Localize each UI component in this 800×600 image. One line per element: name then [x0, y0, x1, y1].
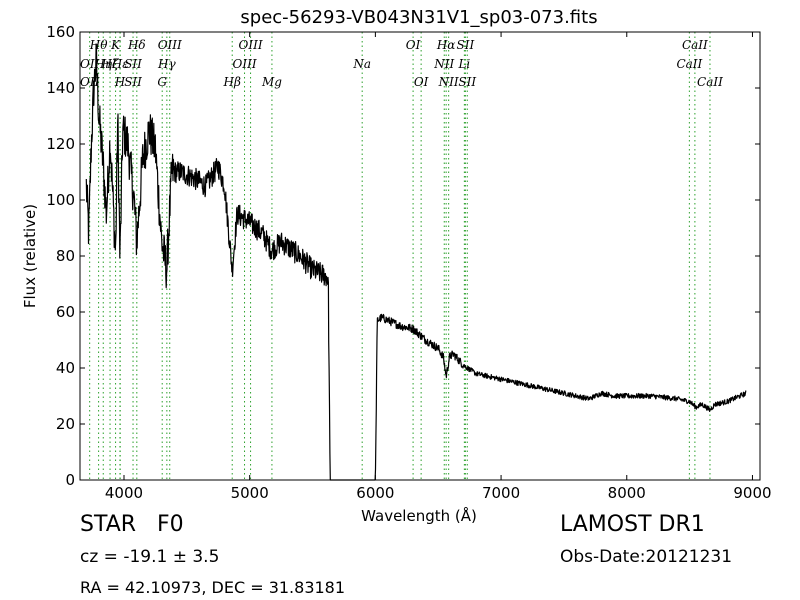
y-tick-label: 140: [46, 79, 75, 97]
ra-dec-coordinates: RA = 42.10973, DEC = 31.83181: [80, 578, 346, 597]
x-axis-label: Wavelength (Å): [361, 506, 477, 525]
spectral-line-label: Mg: [261, 75, 282, 89]
plot-frame: [79, 31, 761, 481]
spectral-line-label: OII: [80, 57, 100, 71]
spectral-line-label: G: [157, 75, 167, 89]
y-tick-label: 60: [56, 303, 75, 321]
spectral-line-label: Li: [457, 57, 470, 71]
spectral-line-label: OI: [414, 75, 429, 89]
spectral-line-label: Hδ: [127, 38, 146, 52]
spectrum-line: [85, 43, 747, 481]
y-tick-label: 80: [56, 247, 75, 265]
y-tick-label: 100: [46, 191, 75, 209]
spectral-line-label: OIII: [158, 38, 182, 52]
x-tick-label: 9000: [733, 484, 771, 502]
spectral-line-label: SII: [124, 57, 142, 71]
spectral-line-label: OI: [406, 38, 421, 52]
spectral-line-label: Hβ: [223, 75, 241, 89]
spectral-line-label: Hγ: [157, 57, 176, 71]
spectral-line-label: SII: [457, 38, 475, 52]
spectral-line-label: CaII: [676, 57, 702, 71]
spectral-line-labels: OIIOIIHθHηHζKHHεSIISIIHδGHγOIIIHβOIIIOII…: [80, 38, 723, 89]
spectral-line-label: Na: [352, 57, 371, 71]
object-class: STAR: [80, 512, 137, 537]
spectral-line-label: Hη: [93, 57, 112, 71]
y-tick-label: 160: [46, 23, 75, 41]
x-tick-label: 6000: [356, 484, 394, 502]
redshift-value: cz = -19.1 ± 3.5: [80, 547, 220, 567]
x-tick-label: 7000: [482, 484, 520, 502]
y-tick-label: 40: [56, 359, 75, 377]
spectral-line-label: CaII: [682, 38, 708, 52]
spectral-line-label: SII: [458, 75, 476, 89]
y-axis-ticks: 0 20 40 60 80 100 120 140 160: [46, 23, 760, 489]
x-tick-label: 5000: [231, 484, 269, 502]
spectral-line-label: NII: [438, 75, 459, 89]
spectral-line-label: OIII: [239, 38, 263, 52]
observation-date: Obs-Date:20121231: [560, 547, 733, 567]
y-tick-label: 0: [65, 471, 75, 489]
spectral-line-label: SII: [124, 75, 142, 89]
spectral-line-label: Hα: [436, 38, 456, 52]
x-tick-label: 4000: [105, 484, 143, 502]
spectral-line-label: CaII: [697, 75, 723, 89]
y-tick-label: 120: [46, 135, 75, 153]
survey-name: LAMOST DR1: [560, 512, 705, 537]
spectral-line-markers: [89, 32, 711, 480]
spectral-line-label: H: [114, 75, 126, 89]
chart-title: spec-56293-VB043N31V1_sp03-073.fits: [240, 7, 597, 28]
spectral-line-label: Hζ: [101, 57, 120, 71]
spectral-line-label: NII: [433, 57, 454, 71]
x-axis-ticks: 4000 5000 6000 7000 8000 9000: [105, 32, 772, 502]
spectral-line-label: K: [110, 38, 121, 52]
x-tick-label: 8000: [608, 484, 646, 502]
spectral-line-label: OIII: [233, 57, 257, 71]
y-tick-label: 20: [56, 415, 75, 433]
spectral-line-label: Hε: [111, 57, 129, 71]
spectral-line-label: Hθ: [89, 38, 108, 52]
y-axis-label: Flux (relative): [21, 204, 39, 308]
object-subclass: F0: [157, 512, 184, 537]
